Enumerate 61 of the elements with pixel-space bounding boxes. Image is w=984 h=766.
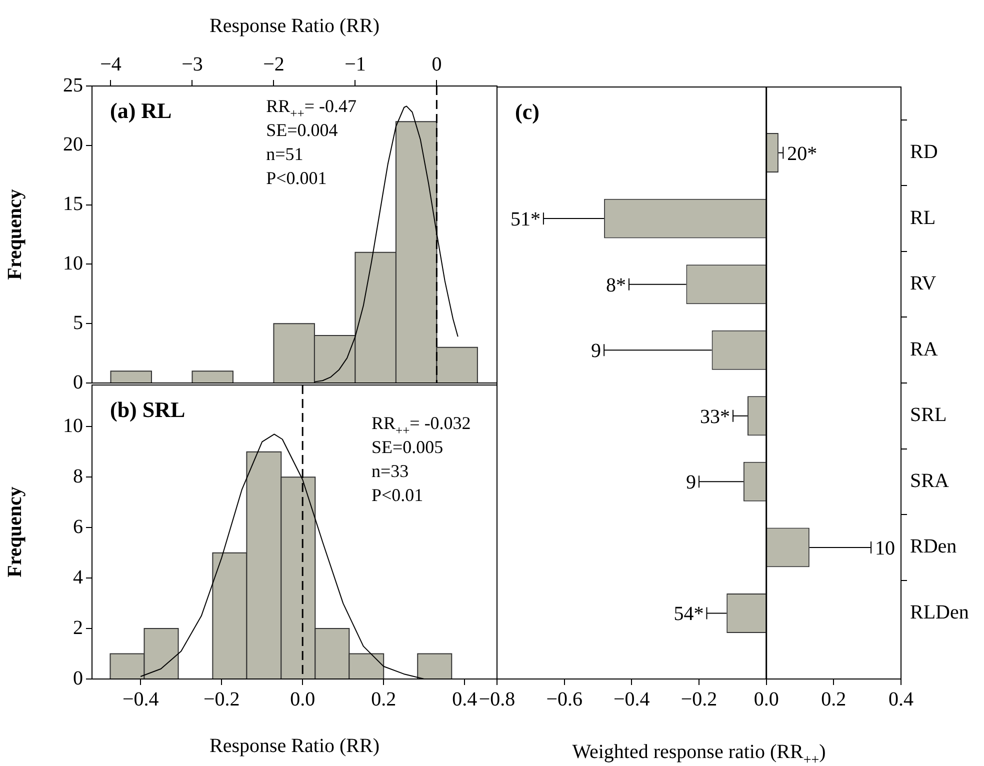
x-tick-label: 0.2 <box>371 688 396 710</box>
annotation: 51* <box>510 208 540 231</box>
annotation: RR++= -0.032 <box>371 413 471 438</box>
x-tick-label: −0.2 <box>203 688 240 710</box>
x-tick-label: −1 <box>344 53 366 76</box>
y-tick-label: 6 <box>73 516 83 538</box>
y-tick-label: 25 <box>63 74 83 96</box>
x-axis-title: Weighted response ratio (RR++) <box>572 741 826 766</box>
y-tick-label: RV <box>910 272 937 295</box>
x-tick-label: 0.0 <box>290 688 316 710</box>
y-tick-label: SRA <box>910 470 950 492</box>
y-tick-label: 0 <box>73 667 83 690</box>
x-tick-label: −0.6 <box>546 688 582 710</box>
y-tick-label: 4 <box>73 566 83 588</box>
annotation: P<0.01 <box>371 485 424 505</box>
annotation: 8* <box>606 274 626 296</box>
y-axis-title: Frequency <box>4 189 26 280</box>
y-tick-label: 20 <box>63 134 83 156</box>
text: (a) RL <box>110 98 172 123</box>
x-tick-label: 0.4 <box>452 688 478 710</box>
x-tick-label: −0.4 <box>122 688 159 710</box>
x-tick-label: −0.8 <box>478 688 516 710</box>
x-axis-title: Response Ratio (RR) <box>210 15 380 37</box>
annotation: 10 <box>875 537 896 560</box>
annotation: RR++= -0.47 <box>266 96 357 120</box>
y-tick-label: 8 <box>73 465 83 488</box>
text: (b) SRL <box>110 397 186 422</box>
x-tick-label: 0.0 <box>754 688 779 710</box>
y-tick-label: RL <box>910 206 936 229</box>
annotation: SE=0.004 <box>266 120 338 140</box>
x-tick-label: −0.2 <box>680 688 718 710</box>
text: (c) <box>515 99 540 124</box>
x-tick-label: −4 <box>100 53 122 76</box>
annotation: 33* <box>700 406 730 428</box>
annotation: n=51 <box>266 144 304 164</box>
annotation: n=33 <box>371 461 409 481</box>
x-tick-label: −2 <box>263 53 284 76</box>
y-tick-label: 2 <box>73 616 83 639</box>
y-tick-label: RDen <box>910 536 957 558</box>
annotation: SE=0.005 <box>371 437 444 457</box>
annotation: 20* <box>787 142 818 165</box>
x-tick-label: 0.2 <box>821 688 846 710</box>
y-axis-title: Frequency <box>4 486 26 578</box>
annotation: 54* <box>674 603 704 626</box>
annotation: P<0.001 <box>266 168 327 188</box>
y-tick-label: 5 <box>73 312 83 334</box>
y-tick-label: 10 <box>63 252 83 274</box>
y-tick-label: 10 <box>63 414 83 437</box>
x-tick-label: 0 <box>432 53 442 76</box>
y-tick-label: 15 <box>63 193 83 216</box>
annotation: 9 <box>686 472 696 494</box>
y-tick-label: RA <box>910 338 938 360</box>
x-tick-label: −0.4 <box>614 688 650 710</box>
x-tick-label: 0.4 <box>888 688 914 710</box>
x-axis-title: Response Ratio (RR) <box>210 735 380 757</box>
y-tick-label: 0 <box>73 371 83 394</box>
x-tick-label: −3 <box>182 53 203 76</box>
y-tick-label: SRL <box>910 404 947 426</box>
annotation: 9 <box>591 340 602 362</box>
y-tick-label: RLDen <box>910 601 969 624</box>
y-tick-label: RD <box>910 141 938 164</box>
